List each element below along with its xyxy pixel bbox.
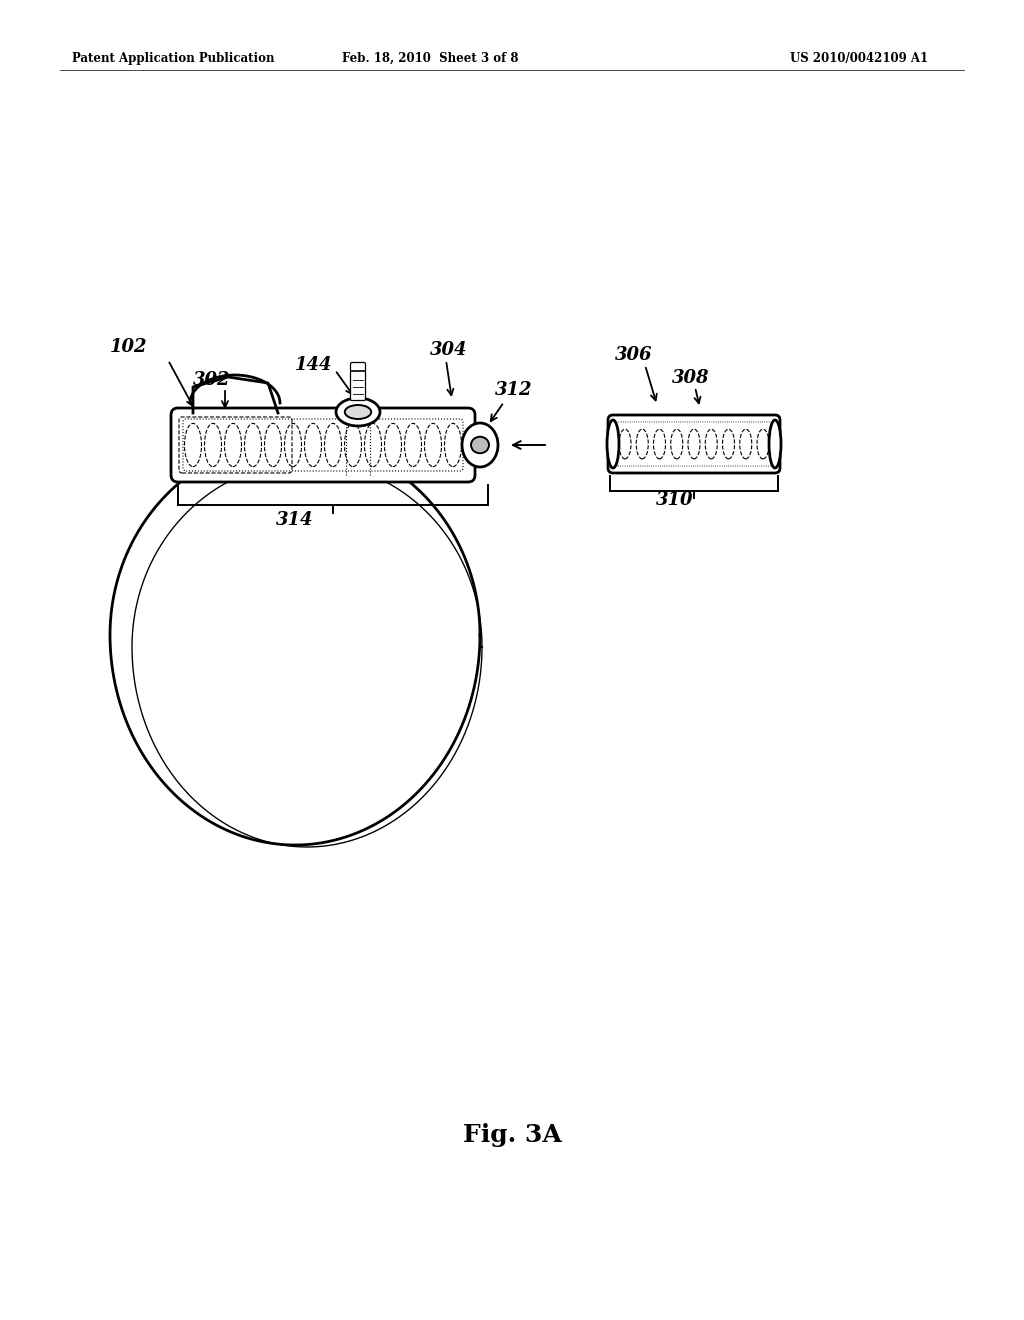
Text: 308: 308 xyxy=(672,370,710,387)
Text: Feb. 18, 2010  Sheet 3 of 8: Feb. 18, 2010 Sheet 3 of 8 xyxy=(342,51,518,65)
Text: 304: 304 xyxy=(430,341,468,359)
Ellipse shape xyxy=(462,422,498,467)
Text: 306: 306 xyxy=(615,346,652,364)
FancyBboxPatch shape xyxy=(608,414,780,473)
Ellipse shape xyxy=(769,420,781,469)
Text: 310: 310 xyxy=(656,491,693,510)
FancyBboxPatch shape xyxy=(350,363,366,400)
Ellipse shape xyxy=(471,437,489,453)
Text: 102: 102 xyxy=(110,338,147,356)
Text: 144: 144 xyxy=(295,356,333,374)
Text: 302: 302 xyxy=(193,371,230,389)
Text: Patent Application Publication: Patent Application Publication xyxy=(72,51,274,65)
Text: 314: 314 xyxy=(276,511,313,529)
Ellipse shape xyxy=(345,405,371,418)
FancyBboxPatch shape xyxy=(171,408,475,482)
Text: Fig. 3A: Fig. 3A xyxy=(463,1123,561,1147)
Text: US 2010/0042109 A1: US 2010/0042109 A1 xyxy=(790,51,928,65)
Text: 312: 312 xyxy=(495,381,532,399)
Ellipse shape xyxy=(336,399,380,426)
Ellipse shape xyxy=(607,420,618,469)
